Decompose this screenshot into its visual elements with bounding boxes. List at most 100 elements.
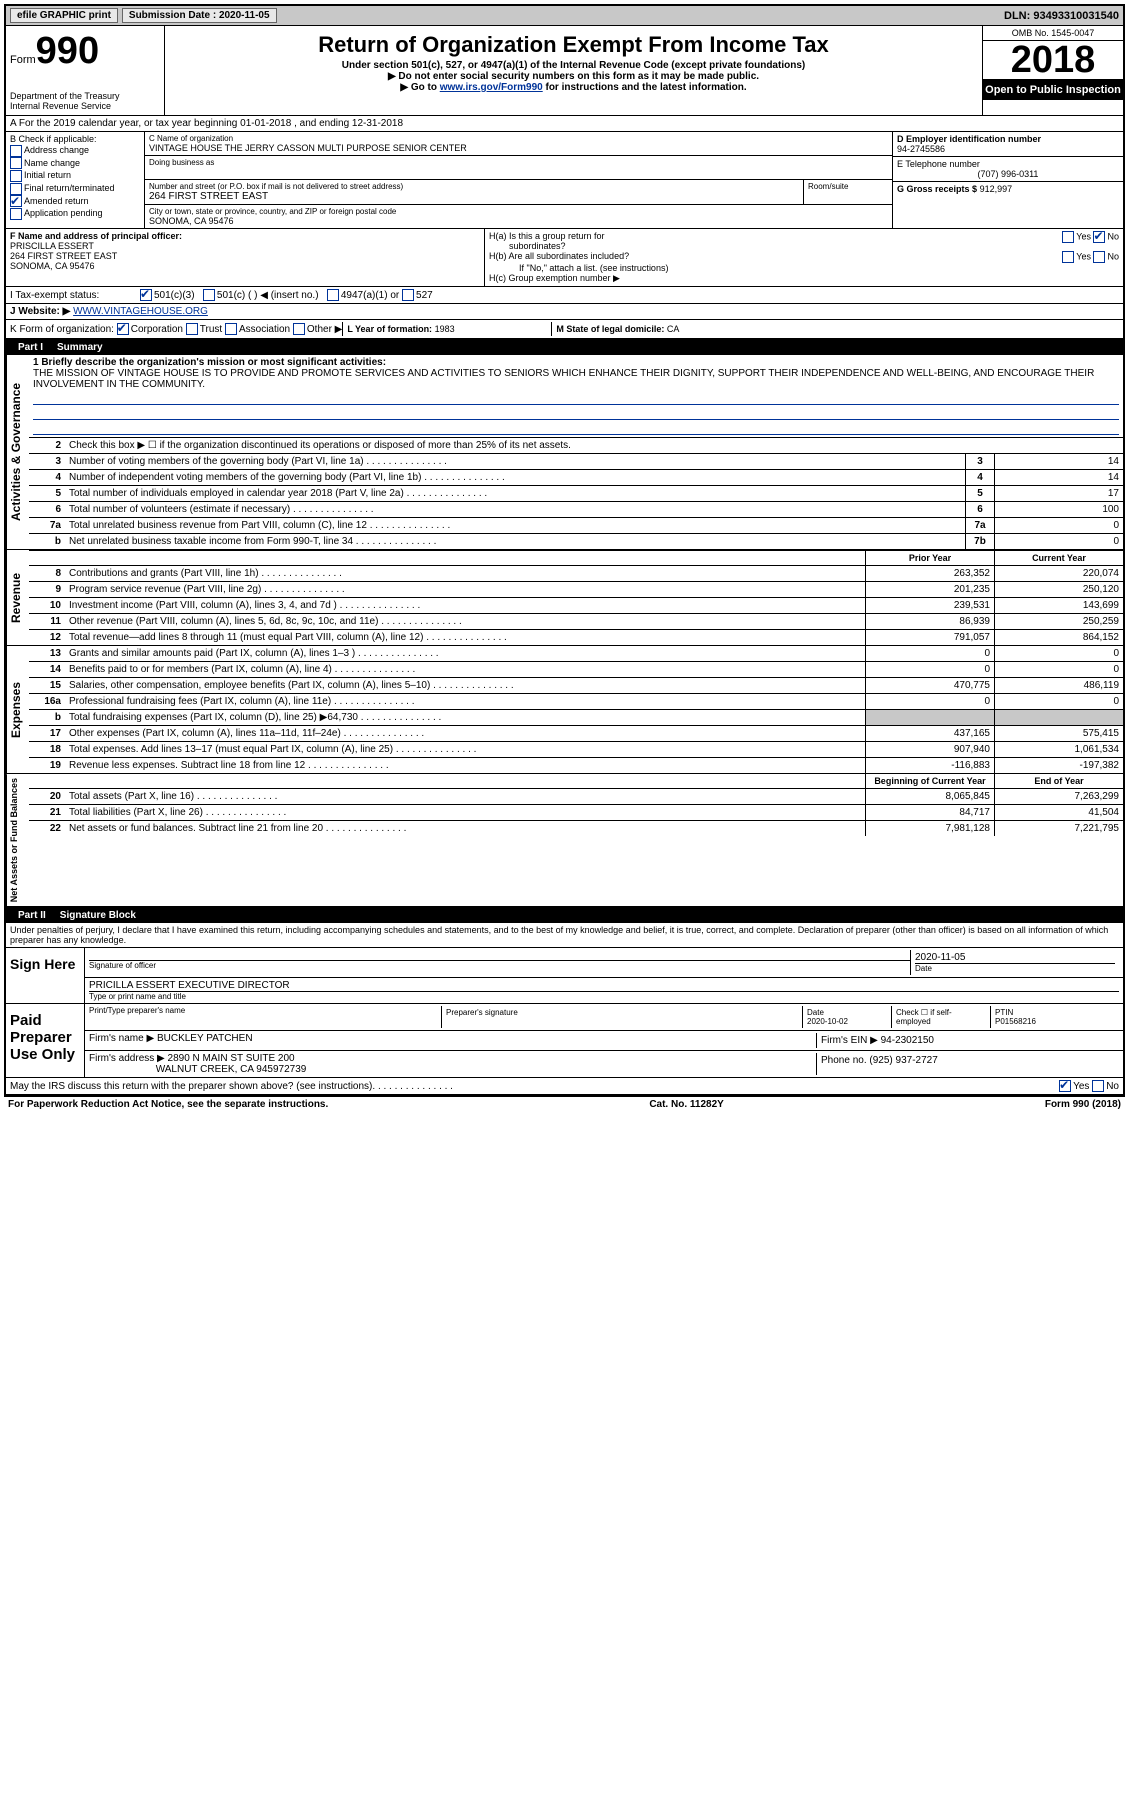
- 501c3-checkbox[interactable]: [140, 289, 152, 301]
- col-b: B Check if applicable: Address change Na…: [6, 132, 145, 228]
- firm-name-label: Firm's name ▶: [89, 1033, 154, 1044]
- efile-button[interactable]: efile GRAPHIC print: [10, 8, 118, 23]
- part2-header: Part II Signature Block: [6, 908, 1123, 923]
- app-pending-label: Application pending: [24, 208, 103, 218]
- officer-name: PRISCILLA ESSERT: [10, 241, 480, 251]
- row-i: I Tax-exempt status: 501(c)(3) 501(c) ( …: [6, 287, 1123, 304]
- col-d: D Employer identification number 94-2745…: [892, 132, 1123, 228]
- table-row: 6Total number of volunteers (estimate if…: [29, 502, 1123, 518]
- 527-checkbox[interactable]: [402, 289, 414, 301]
- room-label: Room/suite: [804, 180, 892, 204]
- table-row: 22Net assets or fund balances. Subtract …: [29, 821, 1123, 836]
- 501c-label: 501(c) ( ) ◀ (insert no.): [217, 290, 319, 301]
- table-row: 20Total assets (Part X, line 16)8,065,84…: [29, 789, 1123, 805]
- inspection-label: Open to Public Inspection: [983, 80, 1123, 100]
- irs-link[interactable]: www.irs.gov/Form990: [440, 82, 543, 93]
- ha-yes-checkbox[interactable]: [1062, 231, 1074, 243]
- table-row: 8Contributions and grants (Part VIII, li…: [29, 566, 1123, 582]
- 527-label: 527: [416, 290, 433, 301]
- ha-no: No: [1107, 231, 1119, 241]
- m-label: M State of legal domicile:: [556, 324, 664, 334]
- hc-label: H(c) Group exemption number ▶: [489, 273, 1119, 284]
- discuss-no: No: [1106, 1081, 1119, 1092]
- hb-no-checkbox[interactable]: [1093, 251, 1105, 263]
- assoc-checkbox[interactable]: [225, 323, 237, 335]
- discuss-yes-checkbox[interactable]: [1059, 1080, 1071, 1092]
- ha-sub: subordinates?: [509, 241, 566, 251]
- ha-no-checkbox[interactable]: [1093, 231, 1105, 243]
- ein-label: D Employer identification number: [897, 134, 1119, 144]
- self-emp-label: Check ☐ if self-employed: [891, 1006, 990, 1028]
- sign-here-label: Sign Here: [6, 948, 85, 1003]
- firm-city: WALNUT CREEK, CA 945972739: [156, 1064, 307, 1075]
- table-row: 21Total liabilities (Part X, line 26)84,…: [29, 805, 1123, 821]
- 501c-checkbox[interactable]: [203, 289, 215, 301]
- form-header: Form990 Department of the Treasury Inter…: [6, 26, 1123, 116]
- paid-preparer-block: Paid Preparer Use Only Print/Type prepar…: [6, 1004, 1123, 1078]
- current-year-header: Current Year: [994, 551, 1123, 565]
- officer-name-value: PRICILLA ESSERT EXECUTIVE DIRECTOR: [89, 980, 1119, 991]
- prep-sig-label: Preparer's signature: [441, 1006, 802, 1028]
- trust-checkbox[interactable]: [186, 323, 198, 335]
- sign-date-value: 2020-11-05: [915, 952, 1115, 963]
- footer-left: For Paperwork Reduction Act Notice, see …: [8, 1099, 328, 1110]
- j-label: J Website: ▶: [10, 306, 70, 317]
- submission-button[interactable]: Submission Date : 2020-11-05: [122, 8, 277, 23]
- trust-label: Trust: [200, 324, 222, 335]
- initial-return-checkbox[interactable]: [10, 170, 22, 182]
- table-row: 11Other revenue (Part VIII, column (A), …: [29, 614, 1123, 630]
- table-row: 4Number of independent voting members of…: [29, 470, 1123, 486]
- corp-checkbox[interactable]: [117, 323, 129, 335]
- firm-ein-value: 94-2302150: [881, 1035, 934, 1046]
- addr-value: 264 FIRST STREET EAST: [149, 191, 799, 202]
- firm-addr-label: Firm's address ▶: [89, 1053, 165, 1064]
- boy-header: Beginning of Current Year: [865, 774, 994, 788]
- assoc-label: Association: [239, 324, 290, 335]
- city-label: City or town, state or province, country…: [149, 207, 888, 216]
- eoy-header: End of Year: [994, 774, 1123, 788]
- discuss-no-checkbox[interactable]: [1092, 1080, 1104, 1092]
- part1-label: Part I: [12, 342, 49, 353]
- officer-addr: 264 FIRST STREET EAST: [10, 251, 480, 261]
- part2-label: Part II: [12, 910, 52, 921]
- header-left: Form990 Department of the Treasury Inter…: [6, 26, 165, 115]
- firm-addr-value: 2890 N MAIN ST SUITE 200: [168, 1053, 295, 1064]
- addr-label: Number and street (or P.O. box if mail i…: [149, 182, 799, 191]
- initial-return-label: Initial return: [24, 170, 71, 180]
- hb-label: H(b) Are all subordinates included?: [489, 251, 629, 263]
- hb-yes: Yes: [1076, 251, 1091, 261]
- other-label: Other ▶: [307, 324, 342, 335]
- section-fgh: F Name and address of principal officer:…: [6, 229, 1123, 287]
- name-change-checkbox[interactable]: [10, 157, 22, 169]
- addr-change-label: Address change: [24, 145, 89, 155]
- amended-return-checkbox[interactable]: [10, 195, 22, 207]
- final-return-label: Final return/terminated: [24, 183, 115, 193]
- other-checkbox[interactable]: [293, 323, 305, 335]
- gross-label: G Gross receipts $: [897, 184, 977, 194]
- firm-name-value: BUCKLEY PATCHEN: [157, 1033, 253, 1044]
- section-f: F Name and address of principal officer:…: [6, 229, 485, 286]
- 4947-checkbox[interactable]: [327, 289, 339, 301]
- row-k: K Form of organization: Corporation Trus…: [6, 320, 1123, 340]
- table-row: 16aProfessional fundraising fees (Part I…: [29, 694, 1123, 710]
- footer-mid: Cat. No. 11282Y: [649, 1099, 723, 1110]
- vert-rev: Revenue: [6, 550, 29, 645]
- table-row: 18Total expenses. Add lines 13–17 (must …: [29, 742, 1123, 758]
- hb-yes-checkbox[interactable]: [1062, 251, 1074, 263]
- section-h: H(a) Is this a group return for subordin…: [485, 229, 1123, 286]
- amended-return-label: Amended return: [24, 196, 89, 206]
- ein-value: 94-2745586: [897, 144, 1119, 154]
- firm-ein-label: Firm's EIN ▶: [821, 1035, 878, 1046]
- tax-year: 2018: [983, 41, 1123, 80]
- addr-change-checkbox[interactable]: [10, 145, 22, 157]
- prep-name-label: Print/Type preparer's name: [89, 1006, 441, 1028]
- form-word: Form: [10, 54, 36, 66]
- table-row: 12Total revenue—add lines 8 through 11 (…: [29, 630, 1123, 645]
- header-right: OMB No. 1545-0047 2018 Open to Public In…: [982, 26, 1123, 115]
- table-row: bNet unrelated business taxable income f…: [29, 534, 1123, 549]
- website-link[interactable]: WWW.VINTAGEHOUSE.ORG: [73, 306, 208, 317]
- app-pending-checkbox[interactable]: [10, 208, 22, 220]
- 4947-label: 4947(a)(1) or: [341, 290, 399, 301]
- footer: For Paperwork Reduction Act Notice, see …: [4, 1097, 1125, 1112]
- subtitle-3-post: for instructions and the latest informat…: [543, 82, 747, 93]
